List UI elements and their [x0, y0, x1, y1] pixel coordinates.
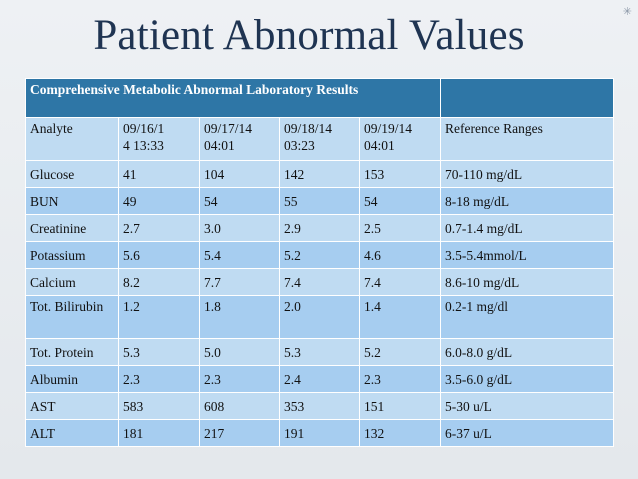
cell-value: 7.7	[199, 268, 280, 296]
header-date-3: 09/18/14 03:23	[279, 117, 360, 161]
cell-reference: 5-30 u/L	[440, 392, 615, 420]
table-title: Comprehensive Metabolic Abnormal Laborat…	[24, 78, 442, 118]
cell-analyte: Calcium	[25, 268, 119, 296]
cell-value: 1.2	[118, 295, 200, 339]
cell-value: 5.0	[199, 338, 280, 366]
cell-value: 353	[279, 392, 360, 420]
cell-reference: 3.5-6.0 g/dL	[440, 365, 615, 393]
cell-value: 1.8	[199, 295, 280, 339]
cell-value: 151	[358, 392, 442, 420]
table-row-alt: ALT 181 217 191 132 6-37 u/L	[25, 419, 615, 447]
table-title-row: Comprehensive Metabolic Abnormal Laborat…	[24, 78, 615, 118]
cell-value: 55	[279, 187, 360, 215]
table-row-albumin: Albumin 2.3 2.3 2.4 2.3 3.5-6.0 g/dL	[25, 365, 615, 393]
table-row-ast: AST 583 608 353 151 5-30 u/L	[25, 392, 615, 420]
cell-value: 2.5	[358, 214, 442, 242]
table-title-blank-cell	[440, 78, 615, 118]
cell-value: 2.4	[279, 365, 360, 393]
cell-reference: 70-110 mg/dL	[440, 160, 615, 188]
cell-analyte: Creatinine	[25, 214, 119, 242]
cell-value: 181	[118, 419, 200, 447]
cell-value: 5.2	[279, 241, 360, 269]
header-date-4: 09/19/14 04:01	[358, 117, 442, 161]
cell-value: 2.3	[118, 365, 200, 393]
cell-value: 3.0	[199, 214, 280, 242]
table-row-bun: BUN 49 54 55 54 8-18 mg/dL	[25, 187, 615, 215]
table-row-total-protein: Tot. Protein 5.3 5.0 5.3 5.2 6.0-8.0 g/d…	[25, 338, 615, 366]
table-row-glucose: Glucose 41 104 142 153 70-110 mg/dL	[25, 160, 615, 188]
header-reference-ranges: Reference Ranges	[440, 117, 615, 161]
cell-value: 5.3	[279, 338, 360, 366]
cell-reference: 6.0-8.0 g/dL	[440, 338, 615, 366]
cell-analyte: Albumin	[25, 365, 119, 393]
cell-value: 5.6	[118, 241, 200, 269]
cell-value: 1.4	[358, 295, 442, 339]
cell-value: 153	[358, 160, 442, 188]
table-row-creatinine: Creatinine 2.7 3.0 2.9 2.5 0.7-1.4 mg/dL	[25, 214, 615, 242]
cell-analyte: AST	[25, 392, 119, 420]
cell-value: 5.2	[358, 338, 442, 366]
cell-value: 2.7	[118, 214, 200, 242]
cell-value: 583	[118, 392, 200, 420]
cell-analyte: ALT	[25, 419, 119, 447]
cell-value: 41	[118, 160, 200, 188]
header-date-2: 09/17/14 04:01	[199, 117, 280, 161]
cell-reference: 3.5-5.4mmol/L	[440, 241, 615, 269]
header-date-1: 09/16/1 4 13:33	[118, 117, 200, 161]
cell-value: 191	[279, 419, 360, 447]
cell-value: 7.4	[358, 268, 442, 296]
cell-value: 5.4	[199, 241, 280, 269]
table-row-total-bilirubin: Tot. Bilirubin 1.2 1.8 2.0 1.4 0.2-1 mg/…	[25, 295, 615, 339]
cell-value: 2.3	[199, 365, 280, 393]
table-header-row: Analyte 09/16/1 4 13:33 09/17/14 04:01 09/…	[25, 117, 615, 161]
cell-value: 104	[199, 160, 280, 188]
slide-corner-icon: ✳	[622, 5, 632, 18]
cell-value: 49	[118, 187, 200, 215]
cell-analyte: BUN	[25, 187, 119, 215]
cell-analyte: Glucose	[25, 160, 119, 188]
cell-value: 54	[358, 187, 442, 215]
cell-analyte: Tot. Bilirubin	[25, 295, 119, 339]
cell-value: 142	[279, 160, 360, 188]
cell-value: 7.4	[279, 268, 360, 296]
cell-value: 2.0	[279, 295, 360, 339]
cell-value: 132	[358, 419, 442, 447]
lab-results-table: Comprehensive Metabolic Abnormal Laborat…	[24, 78, 615, 447]
cell-value: 4.6	[358, 241, 442, 269]
cell-value: 2.3	[358, 365, 442, 393]
header-analyte: Analyte	[25, 117, 119, 161]
cell-value: 5.3	[118, 338, 200, 366]
cell-reference: 8-18 mg/dL	[440, 187, 615, 215]
cell-value: 54	[199, 187, 280, 215]
table-row-potassium: Potassium 5.6 5.4 5.2 4.6 3.5-5.4mmol/L	[25, 241, 615, 269]
cell-analyte: Potassium	[25, 241, 119, 269]
cell-value: 8.2	[118, 268, 200, 296]
cell-value: 608	[199, 392, 280, 420]
cell-reference: 8.6-10 mg/dL	[440, 268, 615, 296]
cell-analyte: Tot. Protein	[25, 338, 119, 366]
cell-reference: 0.2-1 mg/dl	[440, 295, 615, 339]
cell-value: 2.9	[279, 214, 360, 242]
cell-reference: 0.7-1.4 mg/dL	[440, 214, 615, 242]
slide-title: Patient Abnormal Values	[93, 12, 525, 59]
cell-value: 217	[199, 419, 280, 447]
cell-reference: 6-37 u/L	[440, 419, 615, 447]
table-row-calcium: Calcium 8.2 7.7 7.4 7.4 8.6-10 mg/dL	[25, 268, 615, 296]
